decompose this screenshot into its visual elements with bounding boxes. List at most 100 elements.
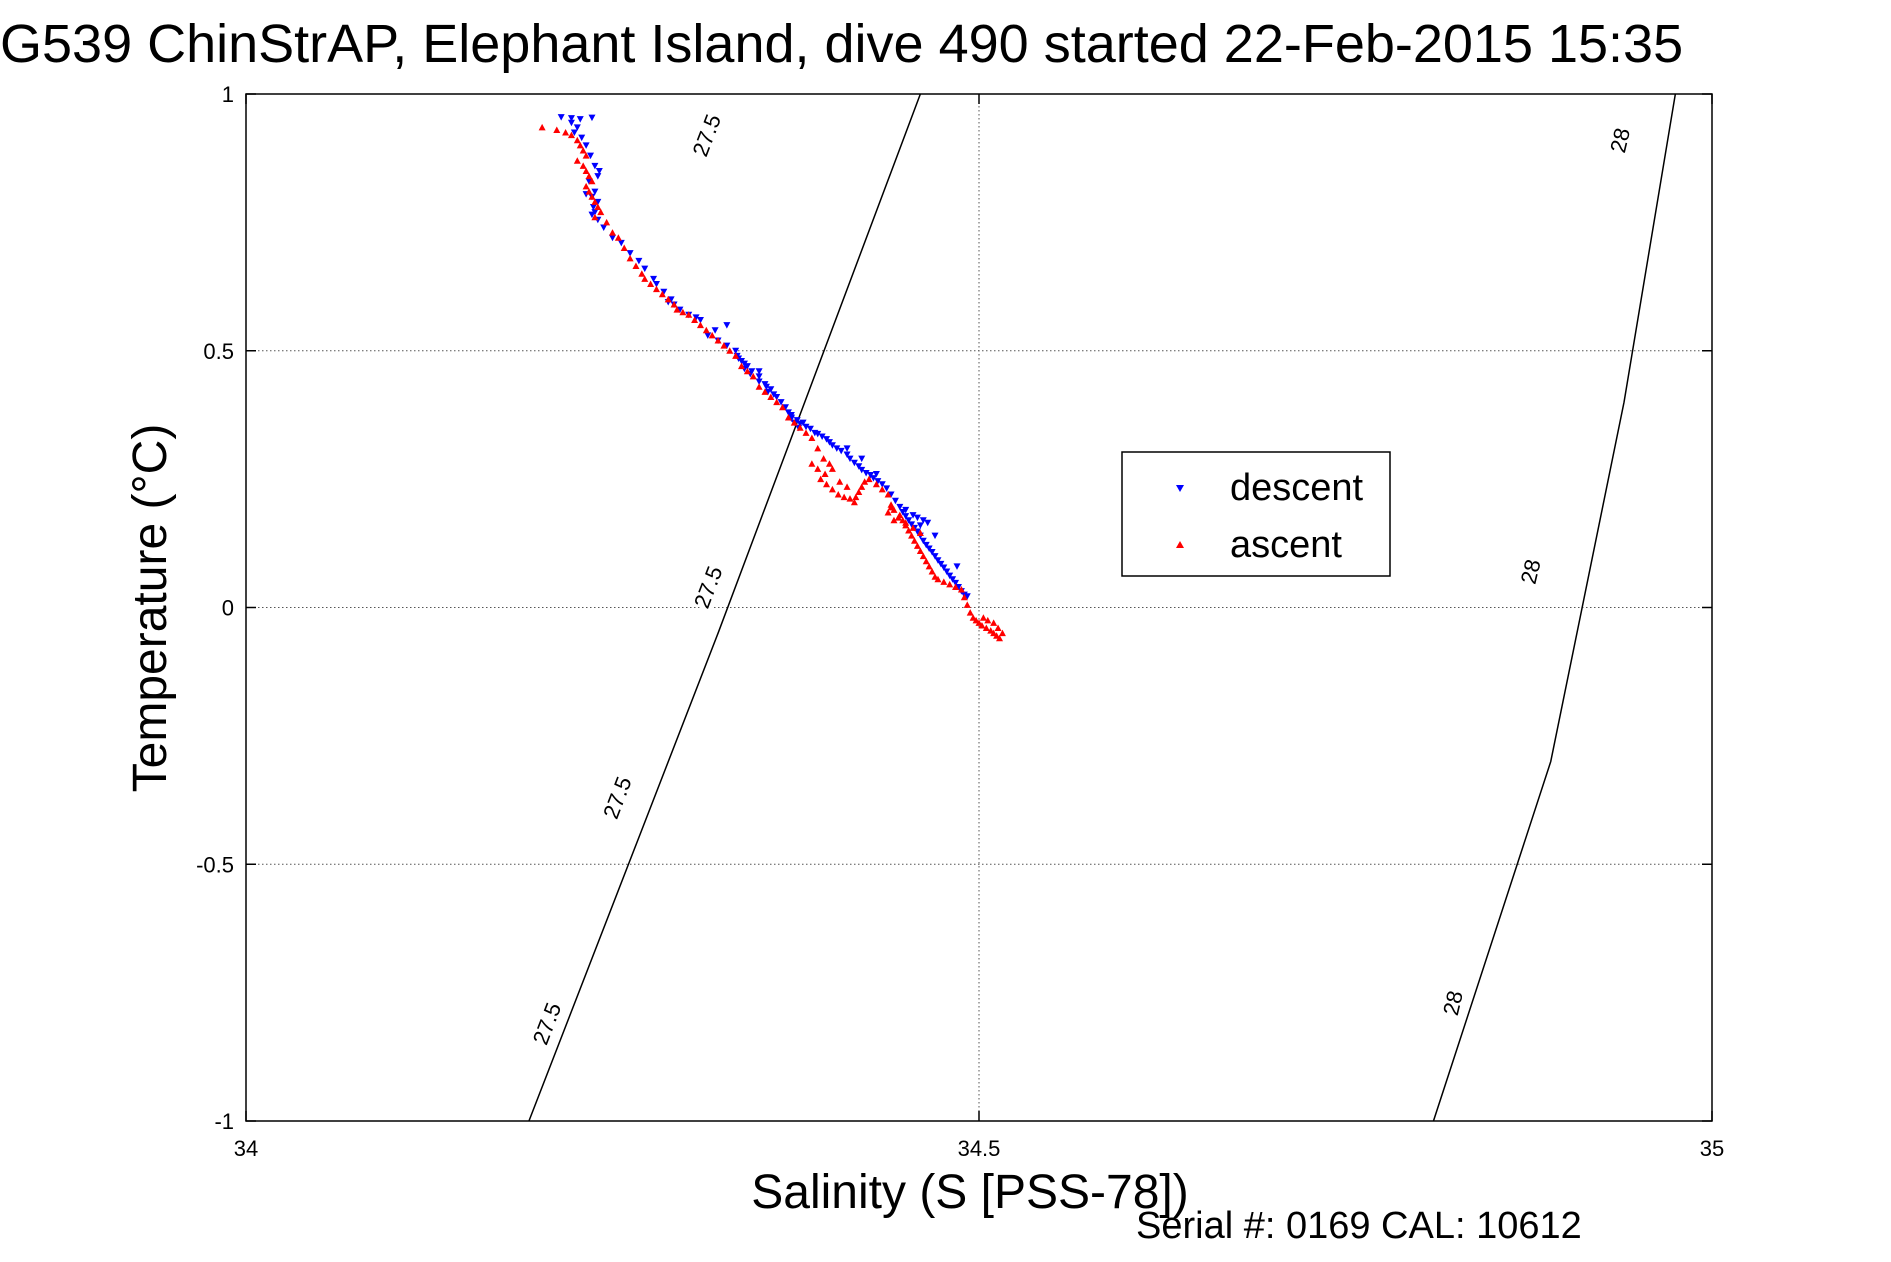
ascent-point (614, 234, 622, 241)
ascent-point (582, 182, 590, 190)
descent-point (922, 541, 930, 549)
descent-point (806, 425, 814, 433)
isopycnal-label-background (1434, 978, 1471, 1028)
isopycnal-line (528, 93, 922, 1122)
ascent-point (922, 557, 930, 565)
y-tick-label: -0.5 (196, 852, 234, 877)
descent-point (770, 391, 778, 398)
ascent-point (852, 493, 860, 501)
ascent-point (673, 306, 681, 313)
ascent-point (982, 624, 990, 632)
ascent-point (732, 352, 740, 359)
descent-point (916, 522, 924, 529)
descent-point (937, 560, 945, 568)
descent-point (660, 288, 668, 296)
legend-box (1121, 451, 1391, 577)
axis-ticks: 34 34.5 35 -1 -0.5 0 0.5 1 (196, 82, 1724, 1161)
descent-point (723, 322, 731, 329)
ascent-point (916, 529, 924, 537)
ascent-point (884, 491, 892, 498)
descent-point (896, 503, 904, 511)
ascent-point (814, 444, 822, 452)
ascent-point (978, 621, 986, 629)
ascent-point (714, 336, 722, 344)
ascent-point (905, 526, 913, 534)
descent-point (843, 445, 851, 452)
ascent-point (641, 275, 649, 282)
ascent-point (582, 167, 590, 175)
descent-point (781, 404, 789, 411)
ascent-point (585, 172, 593, 180)
descent-point (767, 386, 775, 393)
ascent-point (946, 580, 954, 588)
ascent-point (620, 244, 628, 252)
descent-point (732, 347, 740, 355)
descent-point (828, 442, 836, 449)
ascent-point (702, 326, 710, 334)
ascent-point (652, 285, 660, 293)
descent-point (931, 553, 939, 560)
descent-point (919, 537, 927, 545)
ascent-point (808, 434, 816, 442)
descent-point (874, 478, 882, 485)
ascent-point (910, 537, 918, 544)
descent-point (567, 119, 575, 127)
descent-point (846, 455, 854, 463)
ascent-point (538, 123, 546, 131)
chart-title: G539 ChinStrAP, Elephant Island, dive 49… (0, 14, 1683, 74)
ascent-point (755, 383, 763, 390)
descent-point (595, 168, 603, 175)
ascent-point (979, 614, 987, 621)
descent-point (696, 316, 704, 324)
descent-point (755, 378, 763, 386)
legend: descent ascent (1121, 451, 1391, 577)
ascent-point (913, 542, 921, 549)
descent-point (902, 513, 910, 520)
grid (246, 94, 1712, 1121)
descent-point (872, 470, 880, 478)
ascent-point (952, 583, 960, 590)
isopycnal-label-background (1512, 547, 1548, 596)
descent-point (954, 583, 962, 591)
descent-point (934, 557, 942, 564)
ascent-point (960, 593, 968, 601)
descent-point (908, 521, 916, 528)
ascent-point (670, 301, 678, 308)
ascent-point (994, 624, 1002, 632)
descent-point (862, 469, 870, 477)
ascent-point (738, 362, 746, 370)
ascent-point (588, 177, 596, 185)
ascent-point (790, 419, 798, 426)
descent-point (578, 134, 586, 142)
descent-point (905, 517, 913, 524)
descent-point (692, 314, 700, 321)
descent-point (676, 306, 684, 314)
ascent-point (579, 146, 587, 154)
descent-point (591, 162, 599, 170)
ascent-point (779, 403, 787, 411)
ascent-point (828, 465, 836, 472)
y-tick-label: 1 (222, 82, 234, 107)
ascent-point (963, 601, 971, 608)
descent-point (913, 514, 921, 522)
ascent-point (708, 331, 716, 339)
descent-point (843, 451, 851, 458)
descent-point (600, 224, 608, 232)
ascent-point (582, 152, 590, 159)
legend-ascent-label: ascent (1230, 524, 1342, 566)
data-points (538, 114, 1006, 642)
descent-point (594, 173, 602, 180)
descent-point (652, 280, 660, 288)
descent-point (704, 332, 712, 339)
ascent-point (579, 162, 587, 169)
ascent-point (861, 478, 869, 485)
ascent-point (573, 136, 581, 144)
ascent-point (908, 532, 916, 539)
ascent-point (850, 498, 858, 506)
descent-point (609, 234, 616, 242)
descent-point (573, 124, 581, 131)
descent-point (902, 506, 910, 514)
ascent-point (996, 634, 1004, 642)
ascent-point (814, 465, 822, 472)
